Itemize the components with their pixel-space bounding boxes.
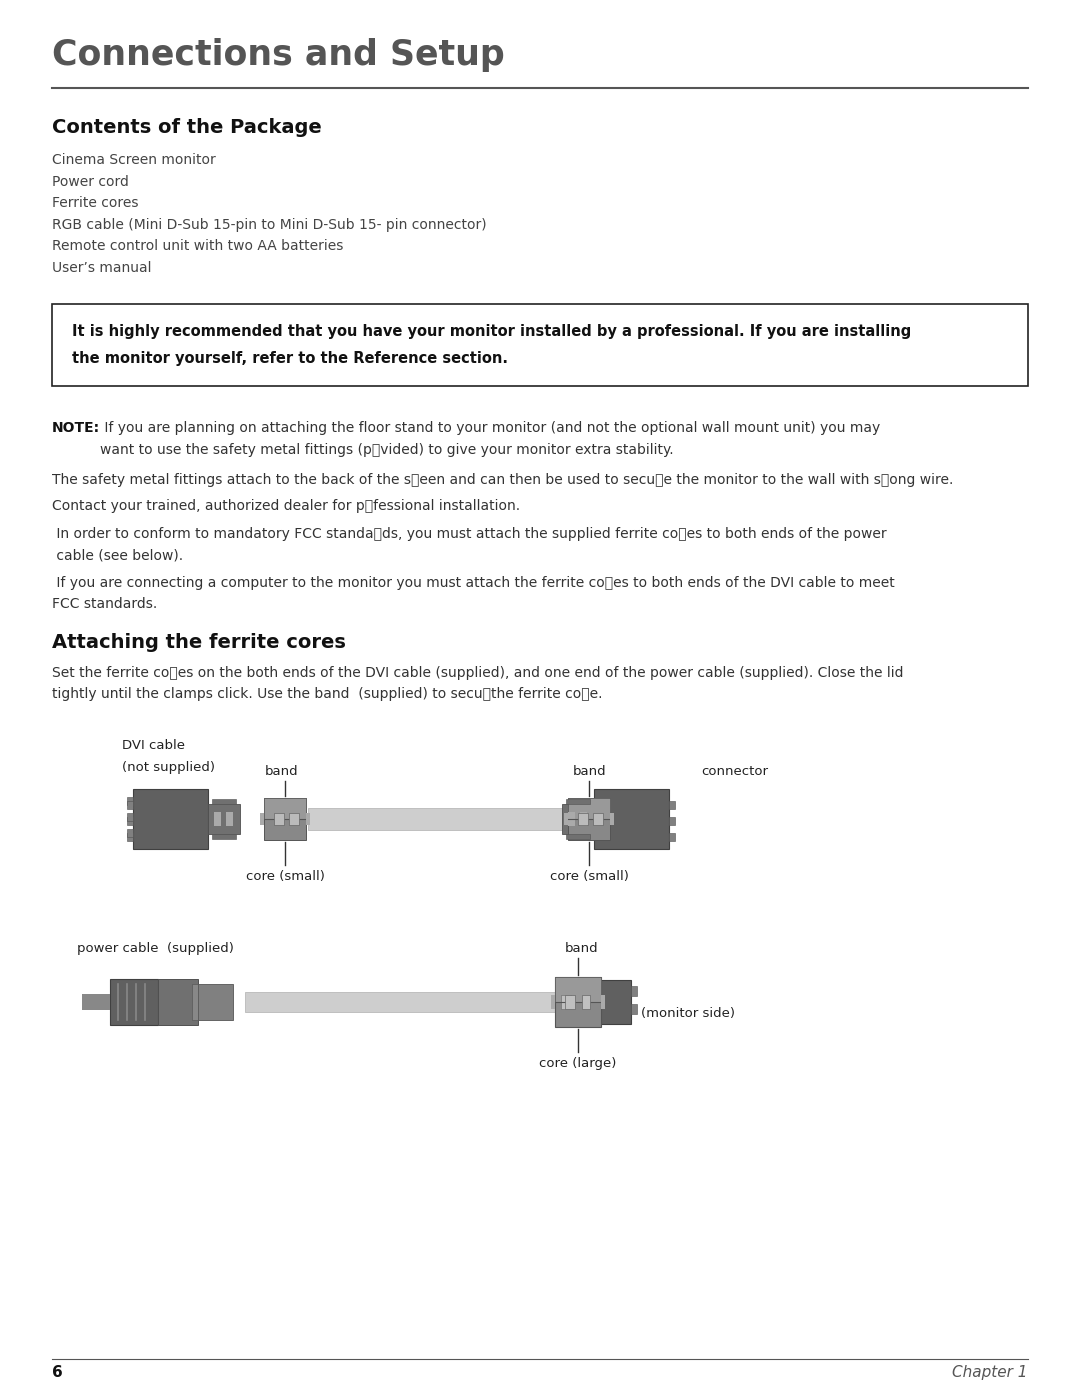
Bar xyxy=(289,813,299,826)
Bar xyxy=(133,789,208,849)
Text: Remote control unit with two AA batteries: Remote control unit with two AA batterie… xyxy=(52,239,343,253)
Bar xyxy=(82,995,110,1010)
Bar xyxy=(565,995,575,1009)
Text: cable (see below).: cable (see below). xyxy=(52,548,184,562)
Text: core (large): core (large) xyxy=(539,1058,617,1070)
Bar xyxy=(127,828,133,837)
Text: Contact your trained, authorized dealer for p fessional installation.: Contact your trained, authorized dealer … xyxy=(52,499,521,513)
Text: It is highly recommended that you have your monitor installed by a professional.: It is highly recommended that you have y… xyxy=(72,324,912,339)
Bar xyxy=(582,995,590,1009)
Bar xyxy=(631,986,637,996)
Text: FCC standards.: FCC standards. xyxy=(52,598,158,612)
Bar xyxy=(264,798,306,840)
Text: Attaching the ferrite cores: Attaching the ferrite cores xyxy=(52,633,346,651)
Text: Set the ferrite co es on the both ends of the DVI cable (supplied), and one end : Set the ferrite co es on the both ends o… xyxy=(52,665,904,679)
Text: 6: 6 xyxy=(52,1365,63,1380)
Text: Power cord: Power cord xyxy=(52,175,129,189)
Bar xyxy=(306,813,310,826)
Bar xyxy=(556,988,576,1016)
Text: NOTE:: NOTE: xyxy=(52,420,100,434)
Text: User’s manual: User’s manual xyxy=(52,260,151,274)
Bar xyxy=(212,799,237,805)
Text: Ferrite cores: Ferrite cores xyxy=(52,196,138,210)
Bar xyxy=(669,833,675,841)
Text: want to use the safety metal fittings (p vided) to give your monitor extra stabi: want to use the safety metal fittings (p… xyxy=(100,443,674,457)
Bar xyxy=(127,798,133,805)
Bar xyxy=(245,992,572,1011)
Bar xyxy=(568,798,610,840)
Bar xyxy=(600,995,605,1009)
Bar xyxy=(127,800,133,809)
Bar xyxy=(578,813,588,826)
Bar xyxy=(576,981,631,1024)
Text: the monitor yourself, refer to the Reference section.: the monitor yourself, refer to the Refer… xyxy=(72,351,508,366)
Text: If you are planning on attaching the floor stand to your monitor (and not the op: If you are planning on attaching the flo… xyxy=(100,420,880,434)
Bar xyxy=(127,813,133,821)
Text: DVI cable: DVI cable xyxy=(122,739,185,752)
Text: The safety metal fittings attach to the back of the s een and can then be used t: The safety metal fittings attach to the … xyxy=(52,472,954,486)
Text: tightly until the clamps click. Use the band  (supplied) to secu the ferrite co : tightly until the clamps click. Use the … xyxy=(52,687,603,701)
Bar xyxy=(568,812,575,826)
Text: connector: connector xyxy=(702,766,769,778)
Bar xyxy=(564,813,568,826)
Text: (monitor side): (monitor side) xyxy=(642,1007,735,1020)
Text: band: band xyxy=(266,766,299,778)
Bar xyxy=(566,799,590,805)
Bar xyxy=(264,798,306,819)
Bar xyxy=(669,800,675,809)
Text: core (small): core (small) xyxy=(550,870,629,883)
Bar xyxy=(52,305,1028,386)
Bar xyxy=(594,789,669,849)
Text: Cinema Screen monitor: Cinema Screen monitor xyxy=(52,154,216,168)
Bar xyxy=(308,807,590,830)
Bar xyxy=(566,834,590,840)
Bar xyxy=(561,995,571,1009)
Bar xyxy=(127,817,133,826)
Bar xyxy=(593,813,603,826)
Bar xyxy=(198,983,233,1020)
Text: band: band xyxy=(565,942,598,956)
Bar xyxy=(555,977,600,1002)
Bar xyxy=(551,995,555,1009)
Bar xyxy=(555,977,600,1027)
Text: core (small): core (small) xyxy=(245,870,324,883)
Bar xyxy=(562,805,594,834)
Text: band: band xyxy=(573,766,607,778)
Bar xyxy=(110,979,158,1025)
Bar xyxy=(274,813,284,826)
Bar xyxy=(226,812,233,826)
Bar xyxy=(568,798,610,819)
Bar xyxy=(610,813,615,826)
Bar xyxy=(631,1004,637,1014)
Bar xyxy=(260,813,264,826)
Bar xyxy=(212,834,237,840)
Bar xyxy=(192,983,198,1020)
Bar xyxy=(580,812,588,826)
Text: Connections and Setup: Connections and Setup xyxy=(52,38,504,73)
Bar xyxy=(208,805,240,834)
Text: If you are connecting a computer to the monitor you must attach the ferrite co e: If you are connecting a computer to the … xyxy=(52,576,894,590)
Text: Contents of the Package: Contents of the Package xyxy=(52,117,322,137)
Bar xyxy=(158,979,198,1025)
Text: Chapter 1: Chapter 1 xyxy=(953,1365,1028,1380)
Bar xyxy=(669,817,675,826)
Text: In order to conform to mandatory FCC standa ds, you must attach the supplied fer: In order to conform to mandatory FCC sta… xyxy=(52,527,887,541)
Bar xyxy=(214,812,221,826)
Bar xyxy=(127,833,133,841)
Text: RGB cable (Mini D-Sub 15-pin to Mini D-Sub 15- pin connector): RGB cable (Mini D-Sub 15-pin to Mini D-S… xyxy=(52,218,487,232)
Text: (not supplied): (not supplied) xyxy=(122,761,215,774)
Text: power cable  (supplied): power cable (supplied) xyxy=(77,942,233,956)
